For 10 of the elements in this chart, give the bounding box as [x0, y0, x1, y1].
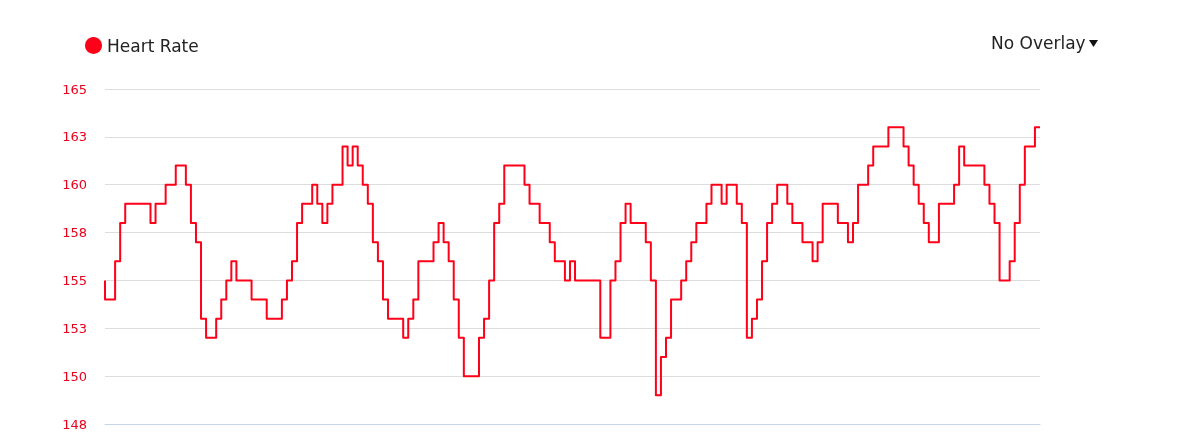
- y-tick-label: 150: [62, 368, 87, 384]
- y-tick-label: 158: [62, 225, 87, 241]
- text: No Overlay: [991, 33, 1086, 53]
- y-tick-label: 155: [62, 272, 87, 288]
- y-tick-label: 153: [62, 320, 87, 336]
- legend-label: Heart Rate: [107, 35, 199, 56]
- y-tick-label: 163: [62, 129, 87, 145]
- y-tick-label: 165: [62, 81, 87, 97]
- y-tick-label: 148: [62, 416, 87, 432]
- y-tick-label: 160: [62, 177, 87, 193]
